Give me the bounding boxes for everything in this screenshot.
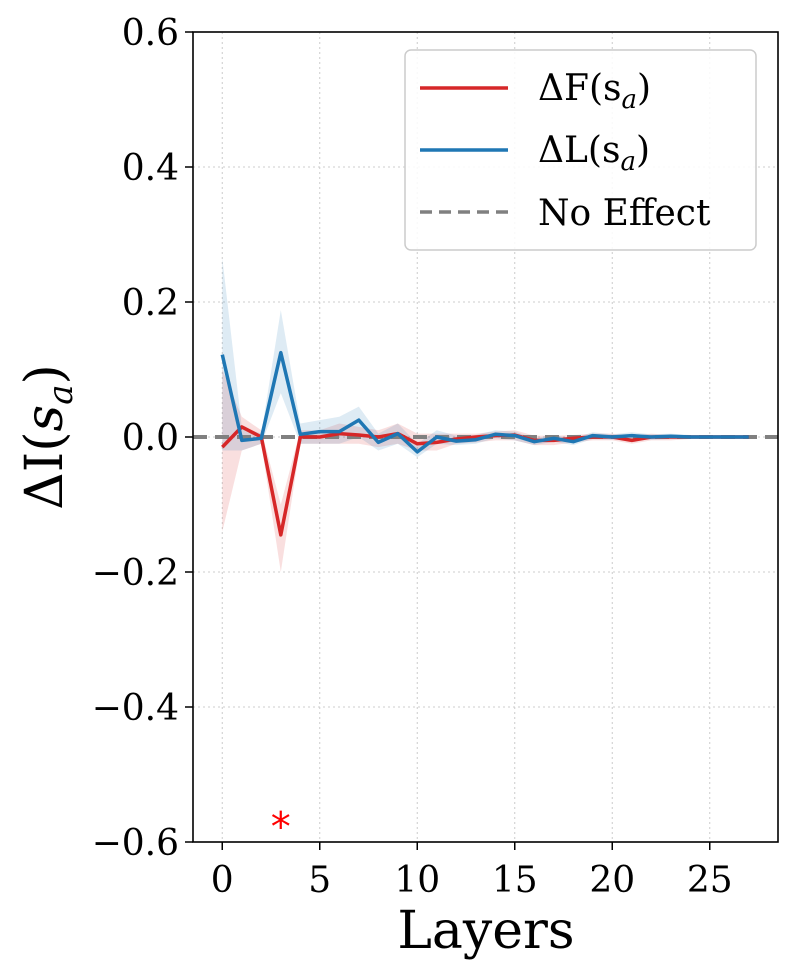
x-tick-label: 5 [308, 860, 331, 901]
y-axis-title-var: s [15, 405, 75, 432]
y-tick-label: −0.6 [92, 823, 179, 864]
y-axis-title-suffix: ) [15, 364, 75, 384]
x-tick-label: 0 [211, 860, 234, 901]
legend-label-f: ΔF(sa) [538, 68, 651, 115]
y-tick-label: −0.2 [92, 553, 179, 594]
x-tick-label: 20 [589, 860, 635, 901]
legend-label-l: ΔL(sa) [538, 130, 650, 177]
significance-marker: * [271, 804, 291, 850]
confidence-band-0 [222, 369, 749, 572]
legend-label-no-effect: No Effect [538, 193, 711, 234]
svg-text:ΔI(sa): ΔI(sa) [15, 364, 81, 510]
x-axis-title: Layers [397, 901, 574, 961]
y-axis-title-sub: a [41, 384, 81, 404]
annotations: * [271, 804, 291, 850]
y-tick-label: 0.4 [122, 148, 179, 189]
series-lines [193, 350, 778, 537]
confidence-bands [222, 258, 749, 572]
series-line-1 [220, 350, 749, 454]
legend-box [404, 49, 757, 251]
y-tick-label: 0.6 [122, 13, 179, 54]
axis-ticks: 0 5 10 15 20 25 0.6 0.4 0.2 0.0 −0.2 −0.4 −0.6 [92, 13, 733, 901]
y-axis-title: ΔI(sa) [15, 364, 81, 510]
legend: ΔF(sa) ΔL(sa) No Effect [404, 49, 757, 251]
y-tick-label: 0.2 [122, 283, 179, 324]
x-tick-label: 25 [687, 860, 733, 901]
y-axis-title-prefix: ΔI( [15, 431, 75, 509]
x-tick-label: 10 [394, 860, 440, 901]
confidence-band-1 [222, 258, 749, 458]
y-tick-label: 0.0 [122, 418, 179, 459]
y-tick-label: −0.4 [92, 688, 179, 729]
x-tick-label: 15 [492, 860, 538, 901]
